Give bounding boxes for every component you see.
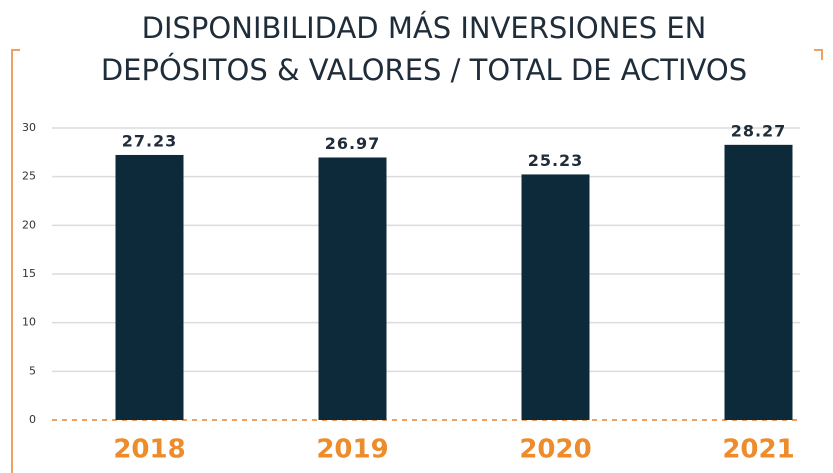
y-tick-label: 0: [29, 413, 36, 426]
bar: [115, 154, 184, 420]
bar: [724, 144, 793, 420]
frame-left: [11, 49, 20, 473]
y-tick-label: 5: [29, 364, 36, 377]
data-label: 27.23: [122, 131, 178, 150]
y-tick-label: 20: [22, 218, 36, 231]
y-tick-label: 25: [22, 170, 36, 183]
y-tick-label: 10: [22, 316, 36, 329]
frame-right: [814, 49, 823, 60]
x-tick-label: 2021: [722, 435, 794, 465]
chart-title: DISPONIBILIDAD MÁS INVERSIONES EN: [142, 11, 707, 45]
x-tick-label: 2018: [113, 435, 185, 465]
x-tick-label: 2020: [519, 435, 591, 465]
y-tick-label: 15: [22, 267, 36, 280]
x-tick-label: 2019: [316, 435, 388, 465]
data-label: 28.27: [731, 121, 787, 140]
chart-title: DEPÓSITOS & VALORES / TOTAL DE ACTIVOS: [101, 53, 747, 87]
data-label: 26.97: [325, 134, 381, 153]
y-tick-label: 30: [22, 121, 36, 134]
bar: [318, 157, 387, 420]
data-label: 25.23: [528, 151, 584, 170]
bar: [521, 174, 590, 420]
